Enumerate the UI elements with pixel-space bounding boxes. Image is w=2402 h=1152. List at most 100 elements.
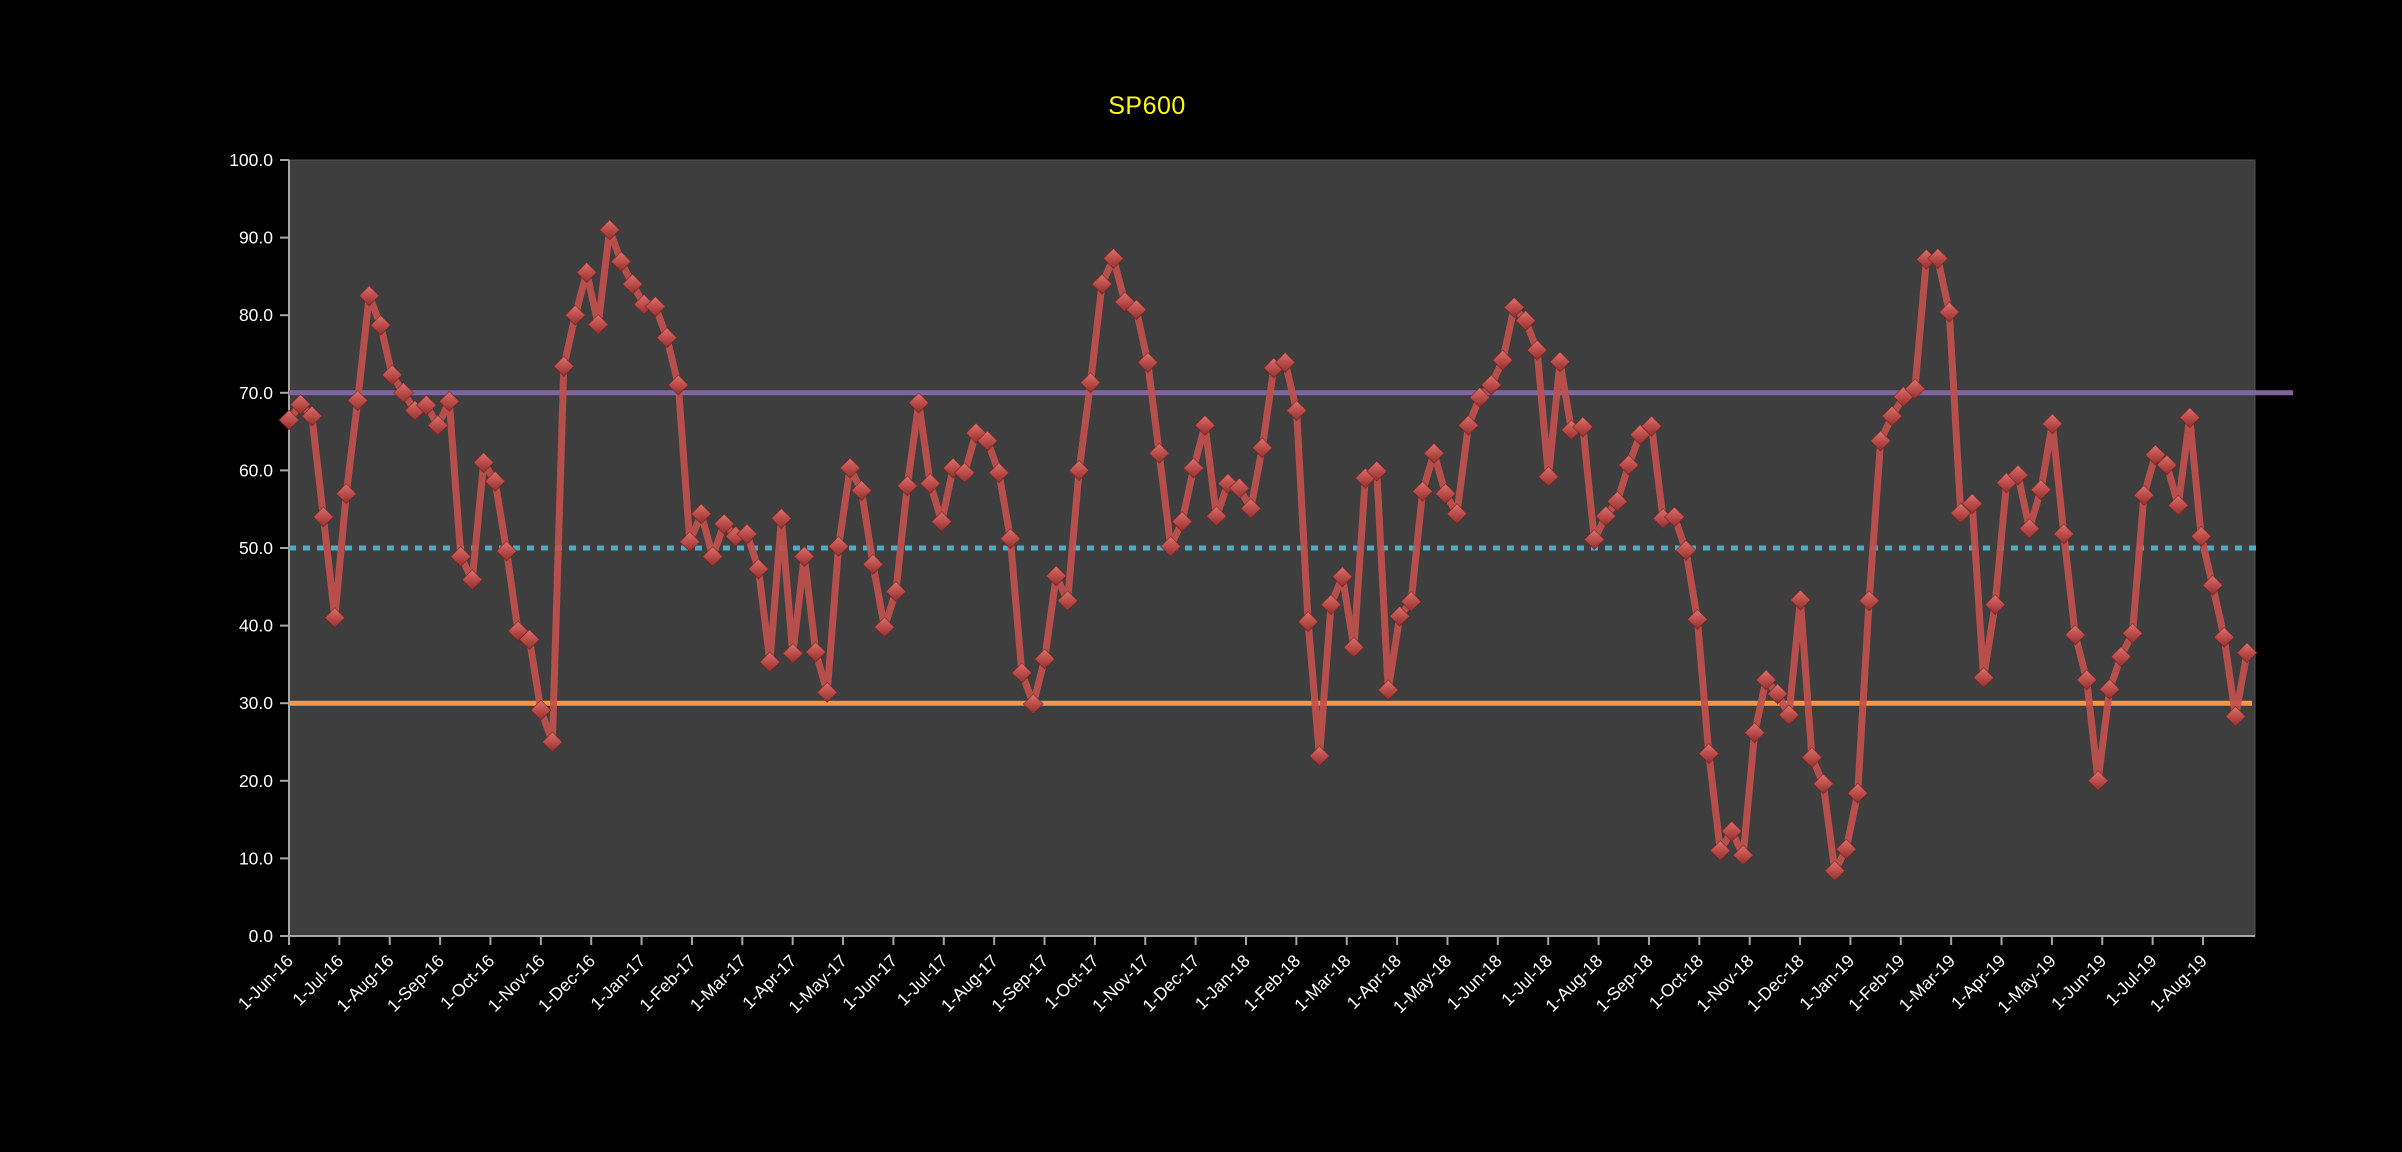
data-point-marker [564, 304, 586, 326]
data-point-marker [953, 462, 976, 484]
data-point-marker [1778, 704, 1800, 726]
x-tick-label: 1-Jun-19 [2047, 951, 2110, 1014]
data-point-marker [610, 250, 632, 273]
y-tick-label: 40.0 [239, 616, 273, 636]
data-point-marker [2213, 626, 2235, 648]
data-point-marker [1469, 386, 1491, 409]
data-point-marker [530, 699, 552, 721]
data-point-marker [484, 470, 506, 492]
data-point-marker [1950, 502, 1972, 524]
data-point-marker [301, 405, 323, 427]
data-point-marker [2121, 622, 2144, 645]
data-point-marker [1846, 782, 1869, 804]
data-point-marker [2075, 669, 2098, 691]
x-tick-label: 1-Mar-19 [1895, 951, 1959, 1015]
data-point-marker [1938, 301, 1960, 323]
data-point-marker [1812, 773, 1835, 795]
data-point-marker [1159, 535, 1182, 558]
data-point-marker [1537, 465, 1560, 488]
data-point-marker [369, 314, 392, 336]
data-point-marker [381, 364, 403, 386]
data-point-marker [415, 394, 438, 416]
data-point-marker [656, 326, 678, 349]
data-point-marker [1583, 528, 1606, 551]
data-point-marker [2098, 678, 2121, 700]
y-tick-label: 90.0 [239, 228, 273, 248]
data-point-marker [747, 558, 770, 580]
data-point-marker [690, 503, 712, 525]
data-point-marker [805, 641, 827, 663]
x-tick-label: 1-Jun-16 [234, 951, 297, 1014]
data-point-marker [1663, 506, 1686, 528]
data-point-marker [2190, 525, 2212, 548]
y-tick-label: 30.0 [239, 693, 273, 713]
data-point-marker [1148, 442, 1170, 465]
y-tick-label: 20.0 [239, 771, 273, 791]
data-point-marker [1320, 593, 1342, 616]
data-point-marker [1022, 693, 1044, 715]
data-point-marker [1423, 442, 1445, 465]
data-point-marker [438, 390, 461, 413]
data-point-marker [2007, 464, 2029, 486]
data-point-marker [1732, 844, 1754, 867]
series-line [285, 226, 2251, 875]
data-point-marker [1125, 299, 1148, 321]
data-point-marker [1034, 648, 1056, 670]
data-point-marker [1801, 746, 1823, 769]
data-point-marker [885, 580, 907, 603]
data-point-marker [1079, 372, 1102, 394]
data-point-marker [1572, 416, 1594, 438]
data-point-marker [896, 475, 919, 497]
data-point-marker [2018, 517, 2041, 540]
data-point-marker [1526, 339, 1548, 361]
y-axis-ticks-and-labels: 0.0 10.0 20.0 30.0 40.0 50.0 60.0 70.0 80.0 90.0 1… [229, 150, 289, 946]
data-point-marker [472, 451, 495, 474]
data-point-marker [988, 462, 1010, 484]
data-point-marker [1755, 669, 1777, 691]
data-point-marker [2133, 484, 2155, 506]
data-point-marker [324, 607, 346, 629]
data-point-marker [1675, 539, 1697, 562]
data-point-marker [335, 482, 357, 505]
data-point-marker [1251, 437, 1273, 459]
data-point-marker [736, 523, 758, 545]
x-axis-ticks-and-labels: 1-Jun-161-Jul-161-Aug-161-Sep-161-Oct-16… [234, 936, 2211, 1017]
data-point-marker [2224, 705, 2247, 728]
data-point-marker [518, 628, 541, 651]
data-point-marker [278, 409, 300, 431]
data-point-marker [1182, 457, 1205, 479]
data-point-marker [701, 545, 724, 568]
data-point-marker [1835, 838, 1857, 860]
y-tick-label: 70.0 [239, 383, 273, 403]
data-point-marker [1171, 510, 1193, 533]
data-point-marker [1514, 309, 1537, 332]
data-point-marker [2053, 523, 2075, 545]
x-tick-label: 1-Mar-18 [1290, 951, 1354, 1015]
data-point-marker [1927, 247, 1949, 270]
x-tick-label: 1-Jun-17 [838, 951, 901, 1014]
data-point-marker [667, 374, 690, 396]
data-point-marker [1869, 430, 1892, 452]
data-point-marker [2030, 479, 2052, 501]
data-point-marker [2236, 642, 2258, 664]
data-point-marker [1743, 721, 1766, 744]
data-point-marker [576, 261, 598, 284]
data-point-marker [850, 479, 873, 502]
data-point-marker [1606, 490, 1628, 513]
data-point-marker [1377, 679, 1399, 701]
data-point-marker [1343, 636, 1365, 659]
data-point-marker [1411, 480, 1434, 503]
data-point-marker [1228, 477, 1251, 499]
data-point-marker [1961, 493, 1983, 515]
data-point-marker [1617, 454, 1640, 476]
data-point-marker [392, 382, 415, 404]
data-point-marker [358, 285, 380, 307]
data-point-marker [1492, 349, 1514, 371]
data-point-marker [1285, 399, 1308, 422]
data-point-marker [782, 642, 804, 665]
x-tick-label: 1-Jun-18 [1443, 951, 1506, 1014]
data-point-marker [1446, 503, 1468, 525]
data-point-marker [644, 295, 667, 318]
data-point-marker [1824, 860, 1846, 882]
data-point-marker [2110, 645, 2132, 668]
